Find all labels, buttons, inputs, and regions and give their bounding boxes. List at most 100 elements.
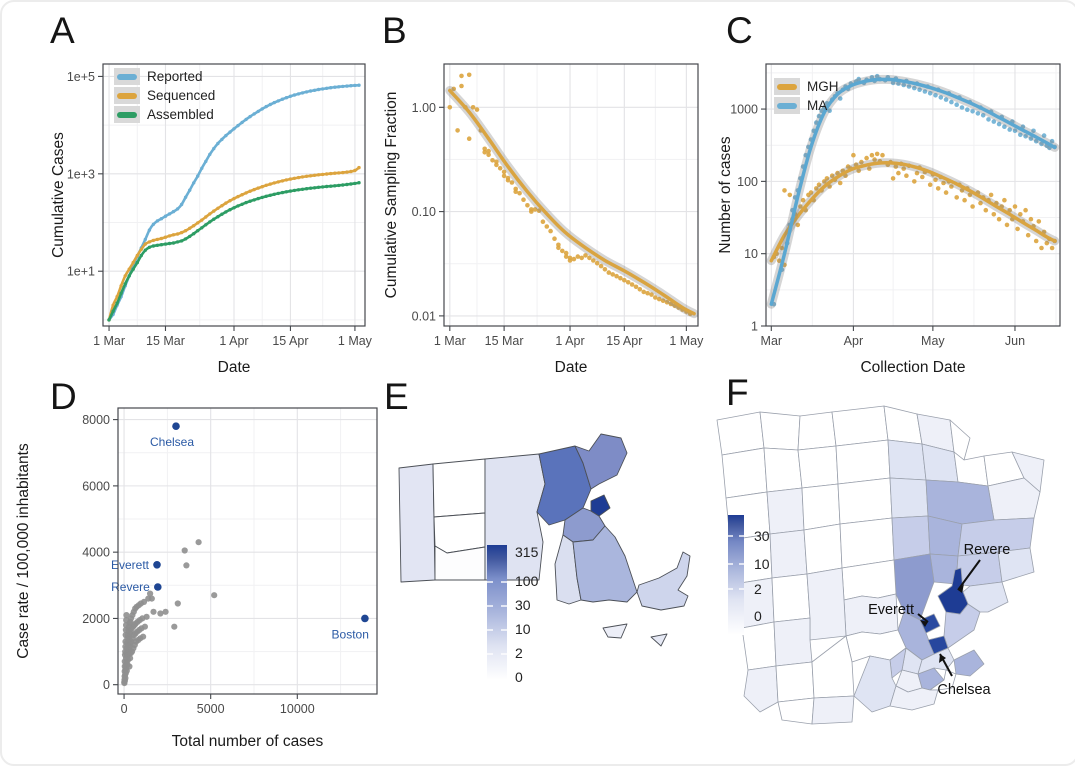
data-point-Reported — [248, 114, 252, 119]
data-point-towns — [123, 612, 130, 619]
data-point-Sequenced — [115, 295, 119, 299]
town — [887, 439, 927, 481]
legend-panel-c: MGH MA — [774, 78, 839, 114]
data-point-sampling-fraction-points — [482, 150, 487, 155]
colorbar-ticks — [487, 581, 507, 655]
data-point-MGH — [798, 204, 803, 209]
data-point-sampling-fraction-points — [548, 228, 553, 234]
y-axis-label: Case rate / 100,000 inhabitants — [15, 443, 32, 659]
data-point-sampling-fraction-points — [575, 254, 581, 259]
data-point-Assembled — [204, 223, 208, 227]
y-tick-label: 4000 — [82, 546, 110, 560]
legend-key-background — [774, 97, 800, 114]
x-axis-label: Date — [555, 359, 588, 376]
legend-item-assembled: Assembled — [114, 106, 215, 123]
data-point-MGH — [837, 180, 843, 186]
colorbar-label-10: 10 — [754, 556, 770, 572]
data-point-Sequenced — [341, 170, 345, 175]
y-tick-label: 1000 — [730, 103, 758, 117]
data-point-MA — [959, 105, 965, 110]
data-point-MGH — [795, 222, 801, 228]
town — [831, 405, 889, 447]
data-point-sampling-fraction-points — [583, 253, 588, 258]
data-point-Assembled — [119, 291, 123, 296]
data-point-MGH — [988, 192, 994, 198]
data-point-Reported — [151, 222, 156, 226]
data-point-MGH — [1015, 226, 1020, 232]
x-tick-label: Mar — [761, 334, 783, 348]
data-point-MGH — [991, 212, 997, 217]
data-point-sampling-fraction-points — [459, 73, 464, 79]
town — [775, 661, 815, 703]
x-axis-label: Total number of cases — [172, 733, 324, 750]
data-point-Sequenced — [159, 236, 164, 241]
data-point-MA — [890, 80, 896, 86]
data-point-sampling-fraction-points — [625, 280, 631, 285]
data-point-sampling-fraction-points — [486, 148, 491, 154]
data-point-sampling-fraction-points — [653, 295, 658, 300]
reported-key-swatch — [117, 73, 137, 80]
town — [721, 447, 768, 499]
data-point-MGH — [822, 179, 827, 184]
data-point-Assembled — [345, 182, 349, 187]
data-point-sampling-fraction-points — [529, 209, 534, 214]
data-point-MA — [1002, 124, 1007, 129]
data-point-MA — [922, 89, 928, 94]
highlighted-point-chelsea — [172, 422, 180, 430]
data-point-MGH — [1012, 204, 1018, 209]
data-point-sampling-fraction-points — [474, 107, 480, 112]
data-point-Assembled — [300, 187, 305, 191]
x-tick-label: 1 May — [338, 334, 373, 348]
data-point-towns — [171, 623, 178, 630]
sequenced-key-swatch — [117, 92, 137, 99]
data-point-MGH — [864, 155, 869, 161]
data-point-MGH — [920, 174, 925, 180]
data-point-Reported — [268, 102, 272, 107]
data-point-Assembled — [179, 239, 184, 243]
x-tick-label: 1 Apr — [219, 334, 248, 348]
data-point-sampling-fraction-points — [668, 301, 674, 307]
data-point-sampling-fraction-points — [447, 105, 453, 110]
data-point-MA — [1039, 141, 1044, 147]
data-point-Reported — [345, 84, 349, 88]
data-point-Sequenced — [171, 233, 176, 237]
data-point-Sequenced — [151, 238, 156, 243]
data-point-Sequenced — [353, 168, 357, 173]
data-point-MGH — [808, 190, 814, 195]
data-point-MGH — [779, 245, 785, 251]
data-point-Reported — [159, 217, 164, 221]
data-point-towns — [140, 633, 147, 640]
colorbar-label-2: 2 — [515, 645, 523, 661]
point-label-chelsea: Chelsea — [150, 435, 194, 449]
data-point-Reported — [167, 212, 172, 216]
data-point-Assembled — [123, 282, 127, 286]
data-point-sampling-fraction-points — [567, 258, 573, 263]
data-point-sampling-fraction-points — [660, 298, 666, 303]
highlighted-point-boston — [361, 614, 369, 623]
town — [773, 617, 813, 667]
x-tick-label: 0 — [121, 702, 128, 716]
data-point-Reported — [232, 127, 236, 131]
annotation-everett: Everett — [868, 602, 914, 618]
data-point-Sequenced — [304, 174, 309, 178]
data-point-Sequenced — [143, 242, 147, 246]
data-point-MGH — [954, 195, 959, 200]
data-point-Assembled — [155, 243, 160, 247]
data-point-Assembled — [139, 253, 143, 258]
data-point-sampling-fraction-points — [509, 180, 515, 185]
data-point-Assembled — [264, 194, 268, 198]
map-boston-area-towns: 30 10 2 0 Revere Everett Chelsea — [716, 405, 1045, 725]
data-point-Sequenced — [312, 173, 317, 177]
data-point-MGH — [776, 258, 782, 263]
data-point-Sequenced — [244, 191, 248, 195]
data-point-Reported — [244, 117, 248, 122]
panel-label-d: D — [50, 376, 77, 417]
data-point-Reported — [353, 83, 357, 88]
series-line-MGH-smooth — [769, 161, 1057, 263]
colorbar — [728, 515, 744, 635]
data-point-Sequenced — [316, 173, 321, 177]
data-point-MGH — [816, 182, 822, 187]
data-point-MA — [1031, 128, 1036, 134]
data-point-towns — [141, 623, 148, 630]
